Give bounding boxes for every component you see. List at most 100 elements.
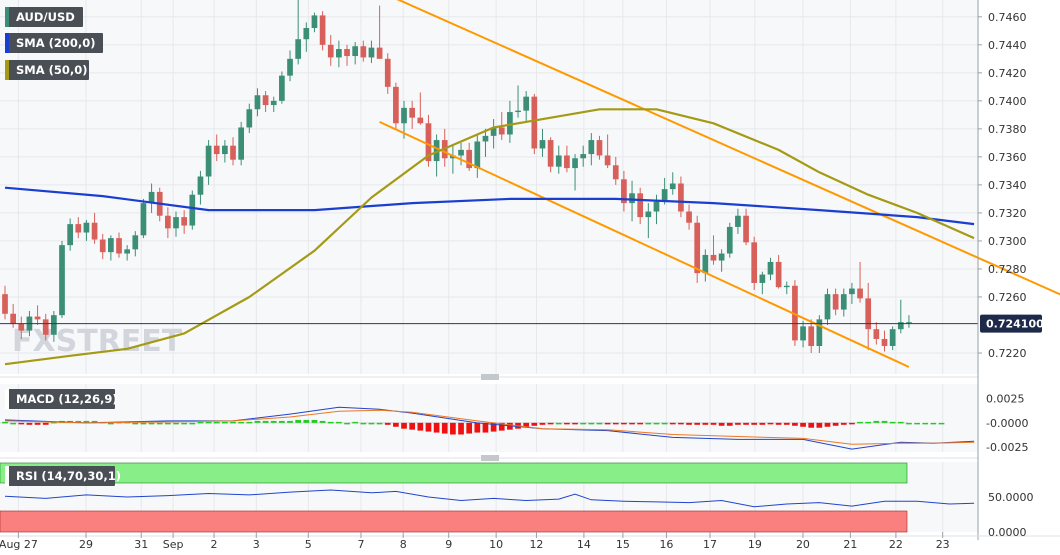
date-tick-label: 16: [659, 538, 673, 551]
candle-body: [393, 86, 399, 124]
macd-label-text: MACD (12,26,9): [16, 392, 118, 406]
macd-histogram-bar: [238, 421, 245, 424]
candle-body: [230, 145, 236, 160]
macd-histogram-bar: [612, 422, 619, 425]
macd-histogram-bar: [360, 422, 367, 425]
date-tick-label: 22: [889, 538, 903, 551]
candle-body: [800, 326, 806, 341]
candle-body: [596, 140, 603, 156]
date-tick-label: 9: [445, 538, 452, 551]
candle-body: [490, 127, 497, 136]
macd-histogram-bar: [523, 422, 530, 427]
macd-label-bg: [5, 389, 115, 409]
candle-body: [612, 165, 619, 180]
macd-histogram-bar: [547, 422, 554, 425]
last-price-label: 0.724100: [986, 318, 1044, 331]
candle-body: [645, 211, 652, 218]
macd-histogram-bar: [645, 422, 652, 425]
macd-label-swatch: [5, 389, 9, 409]
macd-histogram-bar: [865, 421, 872, 424]
macd-histogram-bar: [816, 422, 823, 428]
rsi-label-text: RSI (14,70,30,1): [16, 469, 121, 483]
candle-body: [295, 39, 302, 59]
candle-body: [849, 288, 855, 295]
candle-body: [873, 329, 880, 339]
candle-body: [360, 46, 367, 58]
candle-body: [425, 123, 432, 162]
macd-histogram-bar: [205, 421, 212, 424]
sma200-label-bg: [5, 33, 103, 53]
candle-body: [34, 316, 41, 320]
macd-histogram-bar: [531, 422, 538, 426]
price-tick-label: 0.7260: [988, 291, 1027, 304]
candle-body: [108, 238, 114, 253]
candle-body: [67, 224, 73, 246]
candle-body: [735, 215, 741, 227]
candle-body: [702, 254, 709, 274]
candle-body: [368, 47, 375, 58]
date-tick-label: 2: [211, 538, 218, 551]
candle-body: [523, 96, 530, 111]
macd-histogram-bar: [555, 422, 562, 425]
macd-histogram-bar: [270, 420, 277, 423]
macd-histogram-bar: [417, 422, 424, 431]
macd-histogram-bar: [425, 422, 432, 432]
price-tick-label: 0.7340: [988, 179, 1027, 192]
candle-body: [775, 261, 782, 288]
candle-body: [669, 183, 676, 190]
rsi-tick-label: 0.0000: [988, 526, 1027, 539]
macd-histogram-bar: [352, 421, 359, 424]
candle-body: [99, 239, 106, 253]
price-tick-label: 0.7440: [988, 39, 1027, 52]
macd-histogram-bar: [849, 422, 855, 425]
candle-body: [384, 58, 391, 87]
candle-body: [466, 149, 473, 169]
macd-histogram-bar: [2, 421, 8, 424]
sma200-label-text: SMA (200,0): [16, 36, 96, 50]
macd-histogram-bar: [51, 421, 57, 424]
macd-histogram-bar: [433, 422, 440, 433]
candle-body: [401, 107, 407, 124]
candle-body: [181, 217, 188, 226]
candle-body: [140, 203, 147, 236]
candle-body: [279, 75, 285, 101]
symbol-label-bg: [5, 7, 83, 27]
macd-histogram-bar: [165, 422, 171, 425]
macd-histogram-bar: [669, 422, 676, 425]
symbol-label-swatch: [5, 7, 9, 27]
macd-histogram-bar: [26, 422, 33, 425]
candle-body: [116, 238, 122, 254]
date-tick-label: 5: [305, 538, 312, 551]
rsi-overbought-zone: [0, 462, 908, 484]
candle-body: [710, 254, 717, 261]
macd-histogram-bar: [319, 420, 326, 423]
macd-histogram-bar: [572, 422, 578, 425]
date-tick-label: 29: [79, 538, 93, 551]
macd-histogram-bar: [914, 422, 920, 425]
macd-tick-label: -0.0000: [986, 417, 1028, 430]
macd-histogram-bar: [873, 420, 880, 423]
macd-histogram-bar: [783, 422, 790, 425]
macd-histogram-bar: [384, 422, 391, 425]
price-tick-label: 0.7220: [988, 347, 1027, 360]
candle-body: [604, 155, 611, 166]
macd-histogram-bar: [564, 422, 570, 425]
macd-histogram-bar: [42, 422, 49, 425]
candle-body: [678, 183, 684, 212]
macd-histogram-bar: [767, 422, 774, 425]
macd-histogram-bar: [287, 420, 293, 423]
rsi-oversold-zone: [0, 510, 908, 533]
macd-signal-line: [4, 409, 975, 445]
macd-histogram-bar: [775, 422, 782, 425]
candle-body: [124, 249, 131, 254]
price-tick-label: 0.7460: [988, 11, 1027, 24]
candle-body: [173, 217, 179, 229]
candle-body: [572, 158, 578, 169]
date-tick-label: Sep: [163, 538, 184, 551]
candle-body: [42, 319, 49, 335]
rsi-tick-label: 50.0000: [988, 491, 1034, 504]
date-tick-label: 10: [489, 538, 503, 551]
candle-body: [197, 176, 204, 195]
candle-body: [311, 15, 318, 29]
